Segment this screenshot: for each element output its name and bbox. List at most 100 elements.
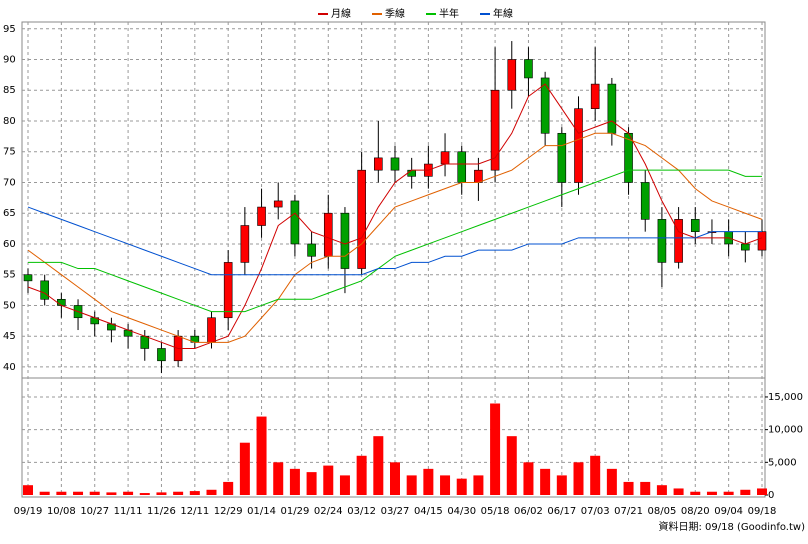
x-tick-label: 07/21: [614, 506, 643, 517]
candle-body: [457, 151, 467, 183]
volume-bar: [690, 491, 701, 495]
x-tick-label: 09/04: [714, 506, 743, 517]
volume-bar: [256, 416, 267, 495]
x-tick-label: 05/18: [481, 506, 510, 517]
volume-bar: [757, 488, 767, 495]
candle-body: [757, 231, 767, 251]
footer: 資料日期: 09/18 (Goodinfo.tw): [658, 520, 805, 533]
x-tick-label: 10/08: [47, 506, 76, 517]
ma-line: [27, 206, 762, 276]
volume-bar: [339, 475, 350, 495]
candle-body: [157, 348, 166, 362]
volume-bar: [306, 472, 317, 495]
candle-body: [374, 157, 383, 171]
volume-bar: [573, 462, 584, 495]
x-tick-label: 11/26: [147, 506, 176, 517]
candle-body: [524, 59, 533, 79]
volume-bar: [706, 491, 717, 495]
volume-bar: [289, 468, 300, 495]
volume-bar: [723, 491, 734, 495]
volume-bar: [390, 462, 400, 495]
ma-line: [27, 83, 763, 349]
x-tick-label: 01/29: [280, 506, 309, 517]
x-tick-label: 03/12: [347, 506, 376, 517]
candle-body: [140, 335, 150, 349]
volume-bar: [56, 491, 67, 495]
candle-body: [323, 212, 333, 257]
x-tick-label: 09/18: [748, 506, 777, 517]
volume-bar: [173, 491, 184, 495]
volume-bar: [23, 485, 33, 495]
x-tick-label: 12/29: [214, 506, 243, 517]
candle-body: [207, 317, 216, 343]
volume-bar: [273, 462, 284, 495]
y-tick-label: 65: [3, 208, 16, 219]
y2-tick-label: 15,000: [768, 392, 803, 403]
volume-bar: [373, 436, 384, 495]
candle-body: [557, 132, 567, 183]
candle-body: [474, 169, 483, 183]
volume-bar: [406, 475, 417, 495]
volume-bar: [640, 481, 651, 495]
x-tick-label: 09/19: [14, 506, 43, 517]
y-tick-label: 90: [3, 55, 16, 66]
candle-body: [741, 243, 750, 251]
candle-body: [357, 169, 366, 269]
x-tick-label: 04/30: [447, 506, 476, 517]
y-tick-label: 40: [3, 362, 16, 373]
candle-body: [640, 182, 650, 220]
candle-body: [657, 219, 667, 263]
volume-bar: [606, 468, 617, 495]
candle-body: [257, 206, 266, 226]
y2-tick-label: 10,000: [768, 425, 803, 436]
volume-bar: [590, 455, 601, 495]
candle-body: [40, 280, 49, 300]
volume-bar: [73, 491, 84, 495]
candle-body: [507, 59, 517, 91]
ma-line: [28, 169, 762, 313]
volume-bar: [239, 442, 250, 495]
y-tick-label: 75: [3, 147, 16, 158]
candle-body: [240, 225, 250, 263]
volume-bar: [440, 475, 451, 495]
candle-body: [590, 83, 600, 109]
y-tick-label: 80: [3, 116, 16, 127]
volume-bar: [206, 489, 217, 495]
y-tick-label: 95: [3, 24, 16, 35]
y-tick-label: 60: [3, 239, 16, 250]
volume-bar: [673, 488, 684, 495]
legend-label: 季線: [385, 7, 405, 20]
volume-bar: [540, 468, 551, 495]
x-tick-label: 12/11: [180, 506, 209, 517]
volume-bar: [223, 481, 234, 495]
volume-bar: [506, 436, 517, 495]
legend-label: 半年: [439, 7, 459, 20]
x-tick-label: 10/27: [80, 506, 109, 517]
volume-bar: [156, 492, 167, 495]
candle-body: [540, 77, 550, 134]
candle-body: [490, 89, 500, 171]
volume-bar: [123, 491, 134, 495]
volume-bar: [39, 491, 50, 495]
candle-body: [390, 157, 400, 171]
x-tick-label: 02/24: [314, 506, 343, 517]
volume-bar: [656, 485, 667, 495]
y-tick-label: 55: [3, 270, 16, 281]
volume-bar: [490, 403, 501, 495]
candle-body: [273, 200, 283, 208]
candle-body: [440, 151, 450, 165]
volume-bar: [740, 489, 751, 495]
y-tick-label: 70: [3, 177, 16, 188]
candle-body: [223, 262, 233, 319]
y2-tick-label: 0: [768, 490, 774, 501]
x-tick-label: 03/27: [381, 506, 410, 517]
y-tick-label: 85: [3, 85, 16, 96]
x-tick-label: 07/03: [581, 506, 610, 517]
volume-bar: [89, 491, 100, 495]
candle-body: [57, 298, 66, 306]
ma-line: [27, 132, 763, 343]
volume-bar: [106, 492, 117, 495]
candle-body: [674, 219, 683, 263]
volume-bar: [189, 491, 200, 495]
